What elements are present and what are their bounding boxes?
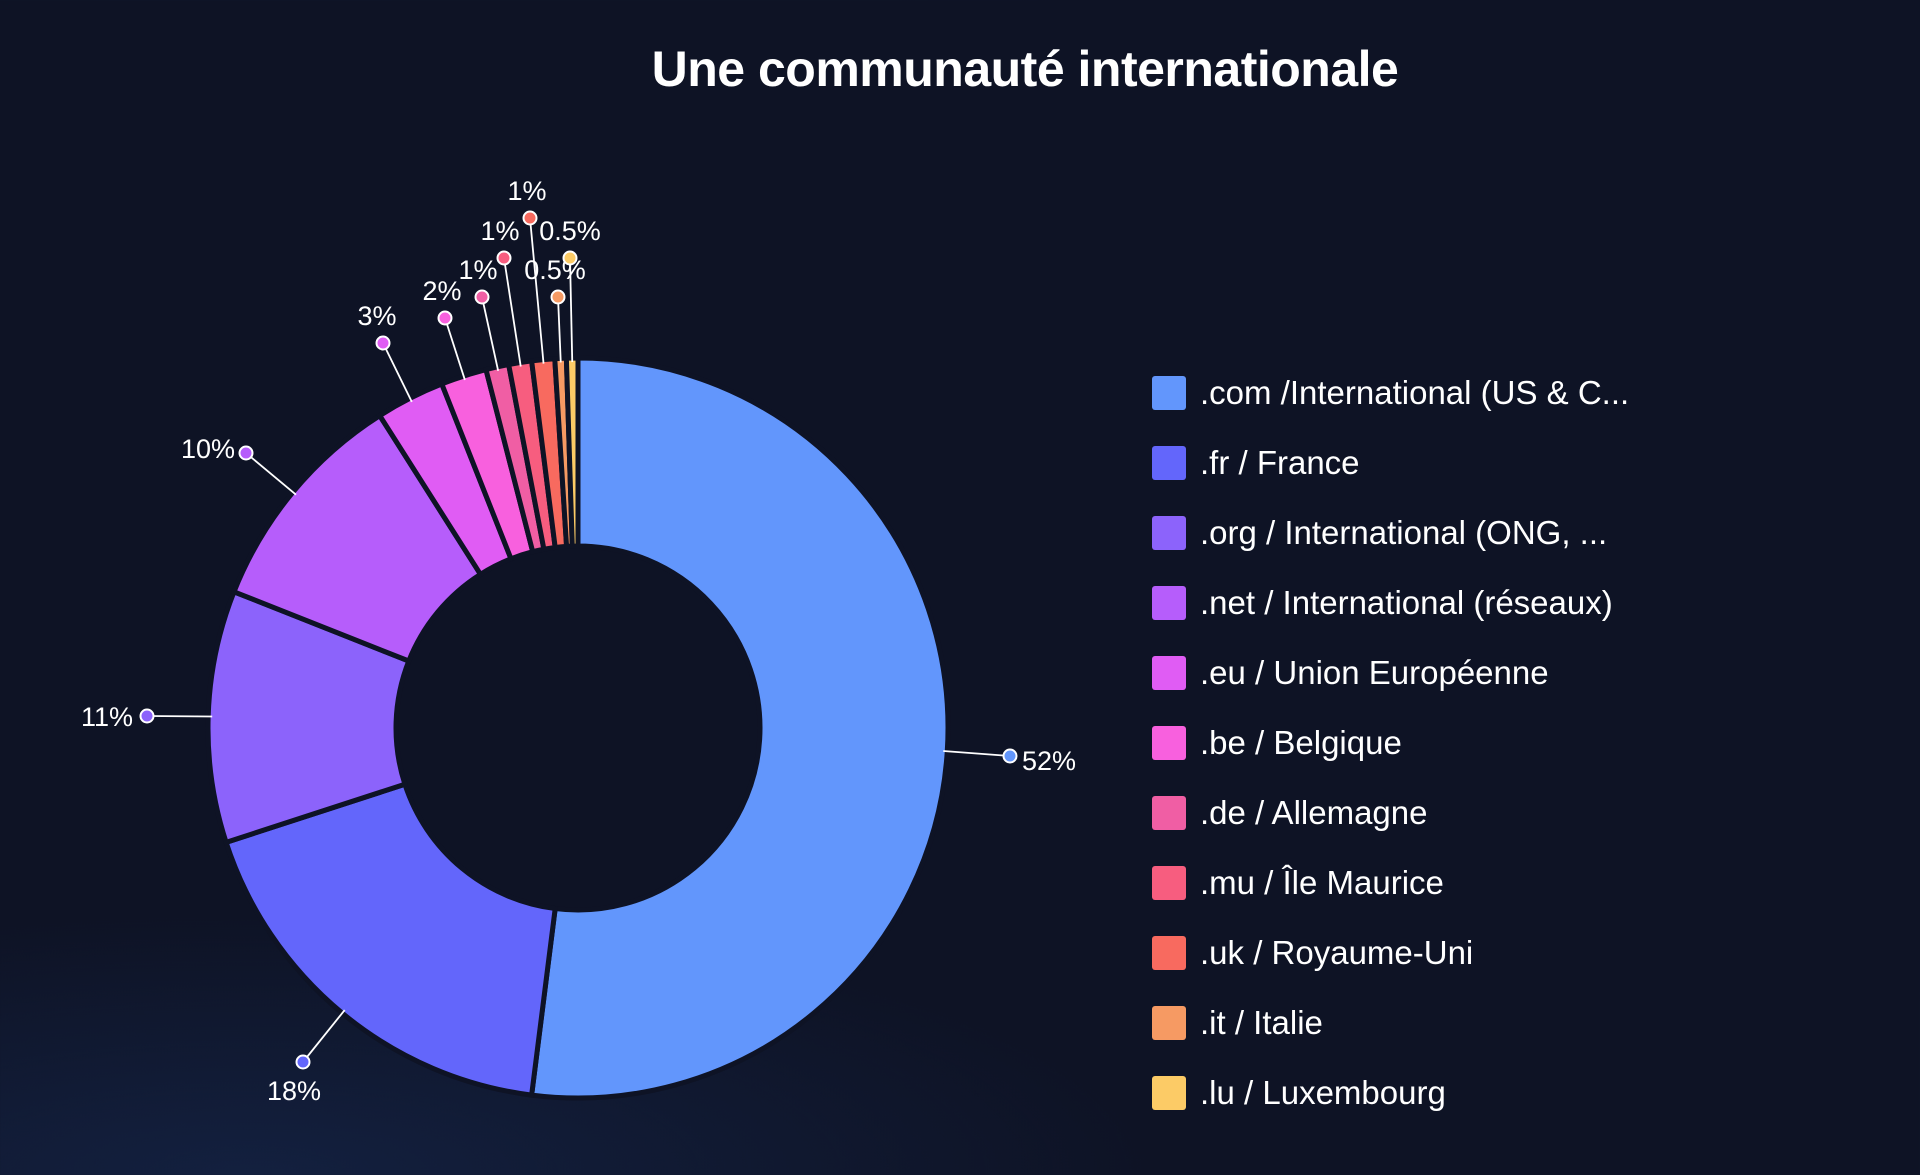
- legend-label-9: .it / Italie: [1200, 1004, 1323, 1041]
- legend-label-4: .eu / Union Européenne: [1200, 654, 1549, 691]
- legend-label-7: .mu / Île Maurice: [1200, 864, 1444, 901]
- slices-group: [205, 355, 951, 1101]
- data-labels-group: 52%18%11%10%3%2%1%1%1%0.5%0.5%: [81, 176, 1076, 1106]
- legend-item-0[interactable]: .com /International (US & C...: [1152, 358, 1629, 428]
- data-label-8: 1%: [507, 176, 546, 206]
- legend-item-8[interactable]: .uk / Royaume-Uni: [1152, 918, 1629, 988]
- legend-label-6: .de / Allemagne: [1200, 794, 1428, 831]
- legend-label-0: .com /International (US & C...: [1200, 374, 1630, 411]
- data-label-4: 3%: [357, 301, 396, 331]
- label-marker-4: [375, 335, 391, 351]
- donut-chart: 52%18%11%10%3%2%1%1%1%0.5%0.5%: [81, 176, 1076, 1106]
- label-marker-9: [550, 289, 566, 305]
- donut-slice-10[interactable]: [563, 355, 581, 549]
- legend-swatch-3: [1152, 586, 1186, 620]
- label-marker-1: [295, 1054, 311, 1070]
- legend-item-1[interactable]: .fr / France: [1152, 428, 1629, 498]
- donut-slice-1[interactable]: [222, 781, 558, 1098]
- legend-swatch-10: [1152, 1076, 1186, 1110]
- leader-line-9: [557, 296, 562, 363]
- donut-slice-0[interactable]: [528, 355, 951, 1101]
- label-marker-6: [474, 289, 490, 305]
- legend-item-6[interactable]: .de / Allemagne: [1152, 778, 1629, 848]
- leader-line-2: [146, 715, 213, 718]
- data-label-3: 10%: [181, 434, 235, 464]
- leader-line-5: [444, 317, 466, 381]
- leader-line-1: [302, 1009, 346, 1063]
- leader-line-10: [569, 257, 574, 363]
- legend-label-1: .fr / France: [1200, 444, 1360, 481]
- legend-swatch-2: [1152, 516, 1186, 550]
- legend-item-9[interactable]: .it / Italie: [1152, 988, 1629, 1058]
- leader-line-8: [529, 217, 545, 364]
- legend-swatch-8: [1152, 936, 1186, 970]
- leader-line-6: [481, 296, 500, 372]
- label-marker-0: [1002, 748, 1018, 764]
- leader-line-0: [943, 750, 1011, 757]
- legend-swatch-4: [1152, 656, 1186, 690]
- data-label-6: 1%: [458, 255, 497, 285]
- data-label-7: 1%: [480, 216, 519, 246]
- leader-line-4: [382, 342, 413, 403]
- legend-swatch-1: [1152, 446, 1186, 480]
- data-label-10: 0.5%: [539, 216, 601, 246]
- data-label-5: 2%: [422, 276, 461, 306]
- legend-item-2[interactable]: .org / International (ONG, ...: [1152, 498, 1629, 568]
- label-marker-8: [522, 210, 538, 226]
- label-marker-3: [238, 445, 254, 461]
- legend: .com /International (US & C... .fr / Fran…: [1152, 358, 1629, 1128]
- label-marker-2: [139, 708, 155, 724]
- legend-label-10: .lu / Luxembourg: [1200, 1074, 1446, 1111]
- legend-swatch-5: [1152, 726, 1186, 760]
- data-label-2: 11%: [81, 702, 133, 732]
- legend-item-7[interactable]: .mu / Île Maurice: [1152, 848, 1629, 918]
- label-marker-10: [562, 250, 578, 266]
- leader-line-3: [245, 452, 297, 496]
- data-label-1: 18%: [267, 1076, 321, 1106]
- leader-line-7: [503, 257, 522, 367]
- legend-swatch-9: [1152, 1006, 1186, 1040]
- legend-item-3[interactable]: .net / International (réseaux): [1152, 568, 1629, 638]
- chart-title: Une communauté internationale: [651, 41, 1399, 97]
- data-label-0: 52%: [1022, 746, 1076, 776]
- legend-label-2: .org / International (ONG, ...: [1200, 514, 1608, 551]
- legend-swatch-6: [1152, 796, 1186, 830]
- legend-label-3: .net / International (réseaux): [1200, 584, 1613, 621]
- legend-swatch-0: [1152, 376, 1186, 410]
- label-marker-7: [496, 250, 512, 266]
- legend-item-10[interactable]: .lu / Luxembourg: [1152, 1058, 1629, 1128]
- legend-label-5: .be / Belgique: [1200, 724, 1402, 761]
- legend-swatch-7: [1152, 866, 1186, 900]
- legend-label-8: .uk / Royaume-Uni: [1200, 934, 1474, 971]
- legend-item-4[interactable]: .eu / Union Européenne: [1152, 638, 1629, 708]
- legend-item-5[interactable]: .be / Belgique: [1152, 708, 1629, 778]
- label-marker-5: [437, 310, 453, 326]
